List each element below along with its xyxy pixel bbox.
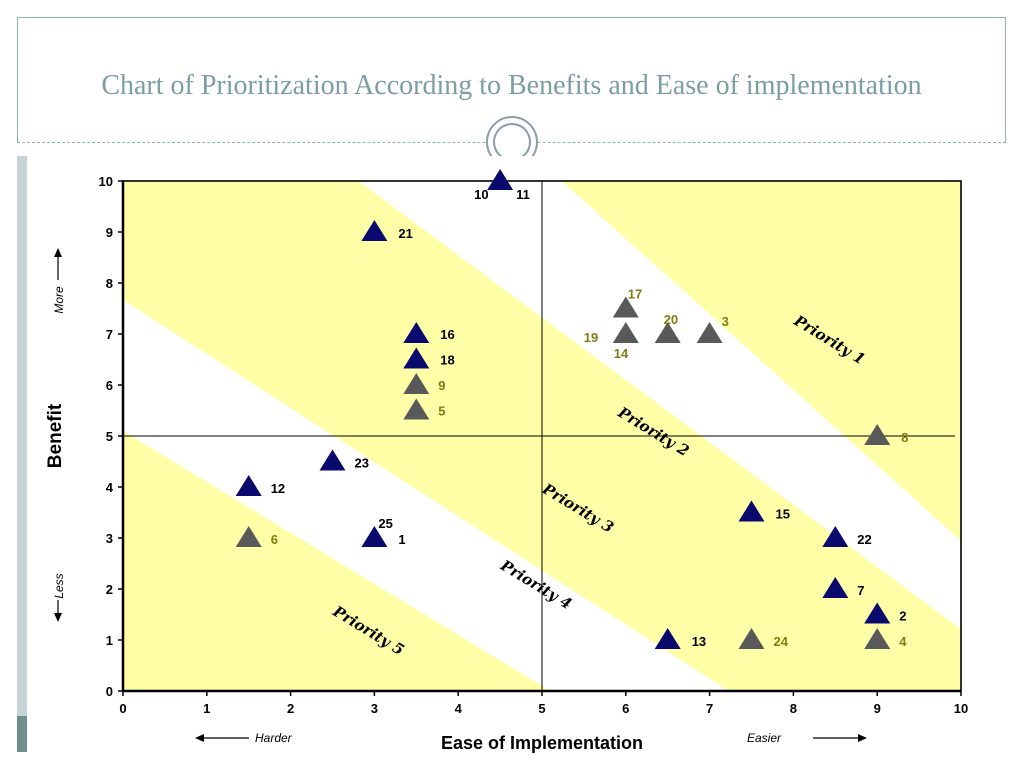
point-label: 19 xyxy=(584,330,598,345)
point-label: 22 xyxy=(857,532,871,547)
triangle-marker xyxy=(403,347,430,369)
point-label: 15 xyxy=(776,507,790,522)
slide-frame xyxy=(17,17,1006,143)
point-label: 12 xyxy=(271,481,285,496)
triangle-marker xyxy=(738,628,765,649)
harder-arrowhead-icon xyxy=(195,734,204,742)
priority-band-1 xyxy=(561,181,961,542)
x-tick-label: 8 xyxy=(790,701,797,716)
point-label: 4 xyxy=(899,634,907,649)
more-label: More xyxy=(52,286,66,314)
x-tick-label: 1 xyxy=(203,701,210,716)
y-axis-title: Benefit xyxy=(45,403,66,468)
point-label: 23 xyxy=(355,456,369,471)
y-tick-label: 3 xyxy=(106,531,113,546)
side-accent-bar xyxy=(17,156,27,716)
easier-label: Easier xyxy=(747,731,782,745)
point-label: 11 xyxy=(516,187,530,202)
point-label: 25 xyxy=(378,516,392,531)
x-axis-title: Ease of Implementation xyxy=(441,733,643,753)
y-tick-label: 9 xyxy=(106,225,113,240)
triangle-marker xyxy=(319,449,346,471)
x-tick-label: 0 xyxy=(119,701,126,716)
x-tick-label: 5 xyxy=(538,701,545,716)
triangle-marker xyxy=(822,526,849,547)
y-tick-label: 8 xyxy=(106,276,113,291)
triangle-marker xyxy=(612,322,639,343)
point-label: 13 xyxy=(692,634,706,649)
triangle-marker xyxy=(487,169,514,190)
point-label: 7 xyxy=(857,583,864,598)
point-label: 24 xyxy=(774,634,789,649)
point-label: 16 xyxy=(440,327,454,342)
point-label: 1 xyxy=(398,532,405,547)
point-label: 3 xyxy=(722,314,729,329)
easier-arrowhead-icon xyxy=(858,734,867,742)
y-tick-label: 10 xyxy=(99,174,113,189)
point-label: 18 xyxy=(440,353,454,368)
x-tick-label: 7 xyxy=(706,701,713,716)
harder-label: Harder xyxy=(255,731,293,745)
x-tick-label: 10 xyxy=(954,701,968,716)
x-tick-label: 3 xyxy=(371,701,378,716)
triangle-marker xyxy=(696,322,723,343)
triangle-marker xyxy=(403,373,430,394)
point-label: 21 xyxy=(398,226,412,241)
y-tick-label: 0 xyxy=(106,684,113,699)
triangle-marker xyxy=(361,526,388,547)
y-tick-label: 1 xyxy=(106,633,113,648)
y-tick-label: 6 xyxy=(106,378,113,393)
less-label: Less xyxy=(52,573,66,598)
quadrant-lines xyxy=(123,181,955,691)
x-tick-label: 4 xyxy=(455,701,463,716)
triangle-marker xyxy=(235,475,262,496)
triangle-marker xyxy=(654,322,681,343)
x-tick-label: 6 xyxy=(622,701,629,716)
y-tick-label: 7 xyxy=(106,327,113,342)
triangle-marker xyxy=(403,322,430,343)
triangle-marker xyxy=(864,628,891,649)
less-arrowhead-icon xyxy=(54,613,62,622)
triangle-marker xyxy=(822,577,849,598)
y-tick-label: 5 xyxy=(106,429,113,444)
point-label: 20 xyxy=(664,312,678,327)
slide-title: Chart of Prioritization According to Ben… xyxy=(101,70,922,101)
triangle-marker xyxy=(654,628,681,649)
triangle-marker xyxy=(235,526,262,547)
point-label: 14 xyxy=(614,346,629,361)
chart-area: 0 1 2 3 4 5 6 7 8 9 10 0 1 2 3 4 5 6 7 8 9 10 Priority 1 Prior… xyxy=(27,156,1006,756)
triangle-marker xyxy=(361,220,388,241)
point-label: 6 xyxy=(271,532,278,547)
triangle-marker xyxy=(612,296,639,318)
point-label: 5 xyxy=(438,404,445,419)
point-label: 2 xyxy=(899,609,906,624)
point-label: 9 xyxy=(438,378,445,393)
triangle-marker xyxy=(738,500,765,522)
more-arrowhead-icon xyxy=(54,248,62,257)
x-tick-label: 9 xyxy=(874,701,881,716)
point-label: 8 xyxy=(901,430,908,445)
point-label: 17 xyxy=(628,287,642,302)
triangle-marker xyxy=(403,398,430,420)
y-tick-label: 2 xyxy=(106,582,113,597)
y-tick-label: 4 xyxy=(106,480,114,495)
point-label: 10 xyxy=(474,187,488,202)
x-tick-label: 2 xyxy=(287,701,294,716)
triangle-marker xyxy=(864,602,891,624)
triangle-marker xyxy=(864,424,891,445)
side-accent-bar-dark xyxy=(17,716,27,752)
axis-titles: Ease of Implementation Benefit Harder Easie… xyxy=(45,248,867,753)
